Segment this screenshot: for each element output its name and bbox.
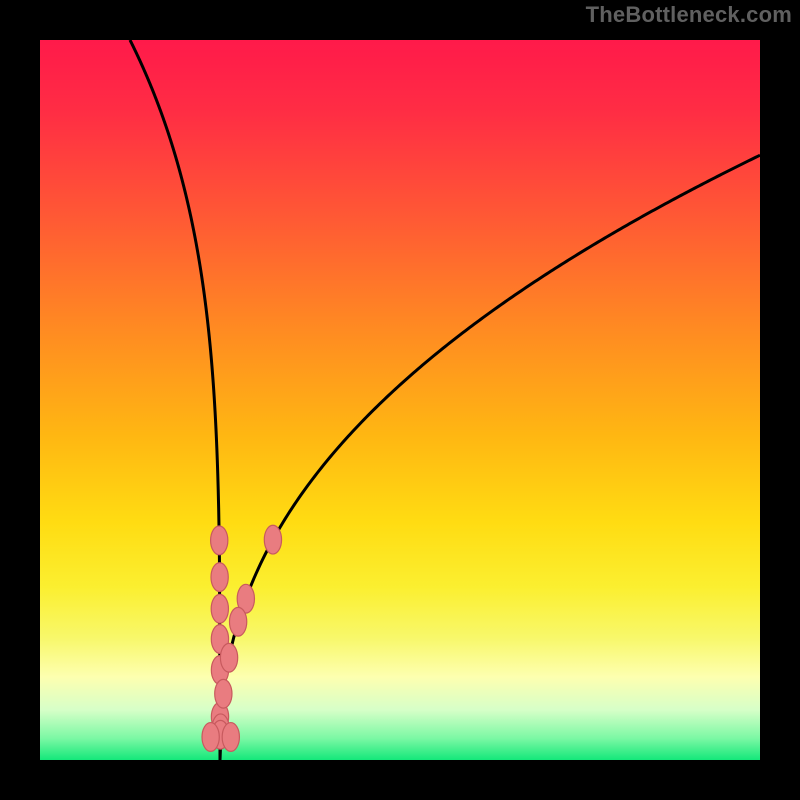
gradient-plot-area xyxy=(40,40,760,760)
marker-bottom-0 xyxy=(202,723,219,752)
marker-left-2 xyxy=(211,594,228,623)
marker-left-1 xyxy=(211,563,228,592)
marker-right-4 xyxy=(215,679,232,708)
figure-root: TheBottleneck.com xyxy=(0,0,800,800)
marker-bottom-1 xyxy=(222,723,239,752)
marker-right-0 xyxy=(264,525,281,554)
bottleneck-plot xyxy=(0,0,800,800)
marker-right-3 xyxy=(220,643,237,672)
marker-left-0 xyxy=(211,526,228,555)
marker-right-2 xyxy=(229,607,246,636)
watermark-label: TheBottleneck.com xyxy=(586,2,792,28)
